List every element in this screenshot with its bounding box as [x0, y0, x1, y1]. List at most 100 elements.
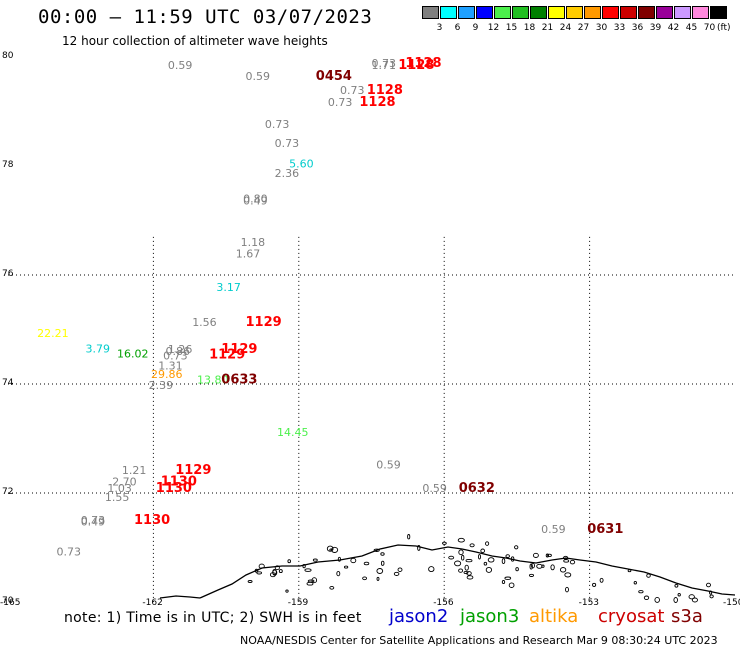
island-outline	[465, 558, 473, 563]
island-outline	[633, 580, 637, 585]
legend-swatch	[566, 6, 583, 19]
satellite-s3a: s3a	[671, 606, 703, 627]
legend-swatch	[692, 6, 709, 19]
latitude-label: 80	[2, 51, 14, 61]
legend-swatch	[656, 6, 673, 19]
island-outline	[458, 568, 464, 573]
island-outline	[487, 557, 495, 563]
island-outline	[329, 585, 335, 590]
legend-swatch	[584, 6, 601, 19]
island-outline	[442, 541, 447, 545]
island-outline	[709, 594, 714, 599]
island-outline	[407, 534, 411, 540]
island-outline	[638, 590, 644, 594]
satellite-cryosat: cryosat	[598, 606, 665, 627]
island-outline	[337, 556, 341, 562]
island-outline	[376, 576, 380, 581]
time-label: 0632	[459, 481, 495, 496]
time-label: 1130	[161, 474, 197, 489]
legend-swatch	[710, 6, 727, 19]
legend-label: 70	[703, 23, 716, 33]
island-outline	[380, 552, 385, 556]
swh-value-label: 1.03	[107, 482, 131, 495]
swh-value-label: 0.49	[81, 516, 106, 529]
island-outline	[529, 563, 533, 570]
island-outline	[428, 566, 435, 573]
swh-value-label: 13.80	[197, 374, 229, 387]
coast-line	[159, 595, 201, 599]
time-label: 1128	[405, 56, 441, 71]
island-outline	[627, 569, 632, 573]
legend-label: 15	[505, 23, 518, 33]
island-outline	[458, 549, 464, 556]
longitude-label: -156	[433, 598, 454, 608]
time-label: 1129	[175, 463, 211, 478]
legend-swatch	[458, 6, 475, 19]
island-outline	[461, 554, 465, 561]
time-label: 1128	[367, 83, 403, 98]
swh-value-label: 14.45	[277, 426, 309, 439]
swh-value-label: 0.86	[166, 345, 191, 358]
swh-value-label: 29.86	[151, 368, 183, 381]
island-outline	[485, 566, 493, 573]
longitude-label: -162	[142, 598, 163, 608]
legend-label: 27	[577, 23, 590, 33]
island-outline	[466, 575, 474, 580]
swh-value-label: 0.80	[243, 193, 268, 206]
time-label: 1129	[246, 315, 282, 330]
island-outline	[302, 563, 306, 569]
swh-value-label: 3.79	[86, 342, 111, 355]
island-outline	[256, 571, 263, 575]
swh-value-label: 0.73	[81, 514, 106, 527]
island-outline	[247, 580, 253, 583]
island-outline	[541, 564, 545, 568]
swh-value-label: 2.36	[275, 167, 300, 180]
island-outline	[380, 560, 385, 566]
chart-title: 00:00 – 11:59 UTC 03/07/2023	[38, 6, 373, 28]
island-outline	[706, 582, 711, 588]
swh-value-label: 0.73	[275, 137, 300, 150]
island-outline	[336, 570, 341, 577]
latitude-label: 76	[2, 269, 14, 279]
time-label: 1129	[221, 342, 257, 357]
footnote: note: 1) Time is in UTC; 2) SWH is in fe…	[64, 610, 362, 626]
island-outline	[274, 565, 280, 571]
island-outline	[463, 570, 469, 575]
legend-label: 3	[436, 23, 443, 33]
legend-swatch	[494, 6, 511, 19]
chart-subtitle: 12 hour collection of altimeter wave hei…	[62, 34, 328, 48]
time-label: 0633	[221, 373, 257, 388]
latitude-label: 70	[2, 596, 14, 606]
island-outline	[448, 555, 455, 560]
island-outline	[501, 579, 506, 585]
swh-value-label: 22.21	[37, 327, 69, 340]
island-outline	[530, 562, 535, 569]
longitude-label: -150	[723, 598, 740, 608]
island-outline	[307, 579, 315, 583]
island-outline	[312, 558, 318, 562]
island-outline	[343, 565, 349, 569]
legend-swatch	[638, 6, 655, 19]
island-outline	[454, 560, 462, 567]
swh-value-label: 3.17	[216, 281, 241, 294]
time-label: 1129	[209, 347, 245, 362]
island-outline	[376, 568, 384, 574]
island-outline	[480, 548, 486, 554]
time-label: 1128	[398, 58, 434, 73]
swh-value-label: 0.59	[168, 59, 193, 72]
island-outline	[504, 576, 512, 580]
island-outline	[457, 537, 465, 543]
legend-swatch	[620, 6, 637, 19]
island-outline	[563, 555, 569, 560]
legend-label: 21	[541, 23, 554, 33]
legend-label: 6	[454, 23, 461, 33]
island-outline	[654, 596, 660, 603]
island-outline	[278, 569, 283, 574]
satellite-jason2: jason2	[389, 606, 449, 627]
island-outline	[417, 544, 421, 551]
legend-label: 42	[667, 23, 680, 33]
swh-value-label: 1.18	[241, 236, 266, 249]
swh-value-label: 1.55	[105, 491, 129, 504]
island-outline	[304, 568, 312, 572]
